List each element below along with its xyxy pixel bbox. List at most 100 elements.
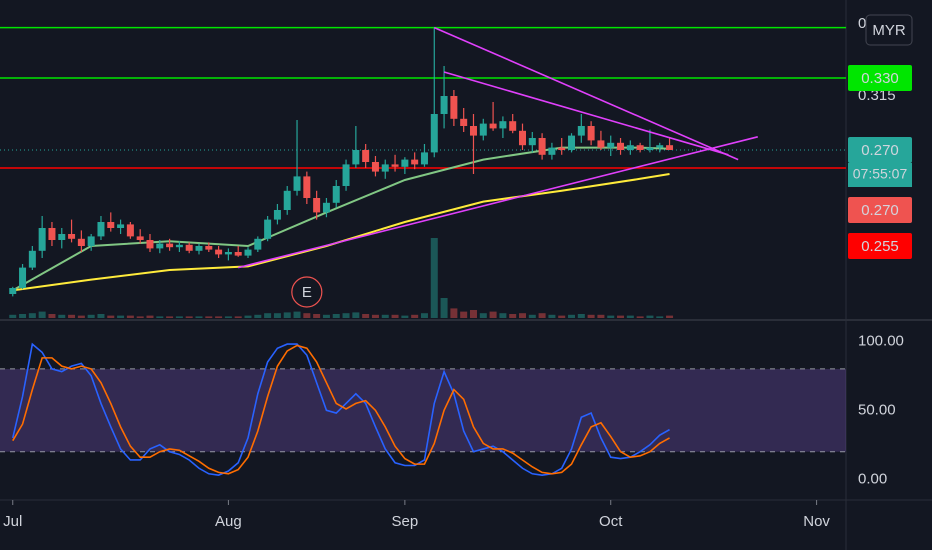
volume-bar (577, 314, 585, 318)
candle-body (489, 123, 497, 129)
candle-body (519, 130, 527, 146)
candle-body (548, 147, 556, 155)
volume-bar (244, 315, 252, 318)
candle-body (234, 252, 242, 256)
volume-bar (48, 314, 56, 318)
candle-body (607, 142, 615, 148)
candle-body (342, 164, 350, 186)
candle-body (136, 236, 144, 240)
candle-body (509, 121, 517, 131)
candle-body (469, 126, 477, 136)
countdown-badge (848, 163, 912, 187)
volume-bar (391, 314, 399, 318)
price-badge-label: 0.270 (861, 202, 899, 219)
volume-bar (489, 311, 497, 318)
candle-body (401, 159, 409, 167)
earnings-label: E (302, 284, 312, 301)
candle-body (577, 126, 585, 136)
oscillator-line (11, 342, 670, 476)
volume-bar (28, 313, 36, 318)
volume-bar (283, 312, 291, 318)
volume-bar (146, 315, 154, 318)
candle-body (499, 121, 507, 129)
volume-bar (303, 313, 311, 318)
candle-body (656, 145, 664, 148)
volume-bar (264, 313, 272, 318)
volume-bar (352, 312, 360, 318)
candle-body (558, 147, 566, 150)
candle-body (646, 147, 654, 150)
volume-bar (342, 313, 350, 318)
volume-bar (656, 316, 664, 318)
volume-bar (479, 313, 487, 318)
candle-body (420, 152, 428, 165)
band (0, 368, 846, 452)
volume-bar (636, 316, 644, 318)
candle-body (48, 228, 56, 240)
candle-body (371, 162, 379, 172)
volume-bar (19, 314, 27, 318)
candle-body (264, 219, 272, 239)
volume-bar (224, 316, 232, 318)
volume-bar (362, 314, 370, 318)
price-badge (848, 137, 912, 163)
candle-body (450, 96, 458, 119)
price-badge-label: 0.255 (861, 238, 899, 255)
volume-bar (568, 314, 576, 318)
y-tick-label: 0.00 (858, 470, 887, 487)
candle-body (479, 123, 487, 136)
candle-body (9, 288, 17, 294)
candle-body (597, 140, 605, 148)
volume-bar (626, 315, 634, 318)
volume-bar (273, 313, 281, 318)
volume-bar (234, 316, 242, 318)
candle-body (97, 222, 105, 237)
candle-body (538, 138, 546, 155)
volume-bar (175, 316, 183, 318)
candle-body (224, 252, 232, 255)
x-tick-label: Aug (215, 513, 242, 530)
volume-bar (332, 314, 340, 318)
candle-body (28, 250, 36, 268)
candle-body (146, 240, 154, 249)
volume-bar (430, 238, 438, 318)
candle-body (175, 244, 183, 248)
candle-body (322, 202, 330, 213)
candle-body (617, 142, 625, 150)
volume-bar (499, 313, 507, 318)
earnings-marker (291, 276, 323, 308)
volume-bar (117, 315, 125, 318)
y-tick-label: 50.00 (858, 401, 896, 418)
volume-bar (77, 315, 85, 318)
candle-body (283, 190, 291, 210)
volume-bar (381, 314, 389, 318)
volume-bar (68, 314, 76, 318)
candle-body (391, 164, 399, 167)
volume-bar (460, 311, 468, 318)
volume-bar (107, 315, 115, 318)
candle-body (254, 238, 262, 250)
currency-label: MYR (872, 22, 906, 39)
volume-bar (293, 311, 301, 318)
candle-body (126, 224, 134, 237)
volume-bar (97, 314, 105, 318)
candle-body (411, 159, 419, 165)
volume-bar (646, 315, 654, 318)
volume-bar (509, 314, 517, 318)
countdown-label: 07:55:07 (853, 166, 908, 182)
price-badge (848, 197, 912, 223)
volume-bar (371, 314, 379, 318)
candle-body (38, 228, 46, 251)
candle-body (528, 138, 536, 146)
candle-body (587, 126, 595, 141)
moving-average (12, 173, 670, 292)
volume-bar (58, 314, 66, 318)
volume-bar (38, 311, 46, 318)
candle-body (205, 246, 213, 250)
volume-bar (469, 310, 477, 318)
volume-bar (528, 314, 536, 318)
candle-body (293, 176, 301, 191)
trendline (238, 136, 758, 269)
